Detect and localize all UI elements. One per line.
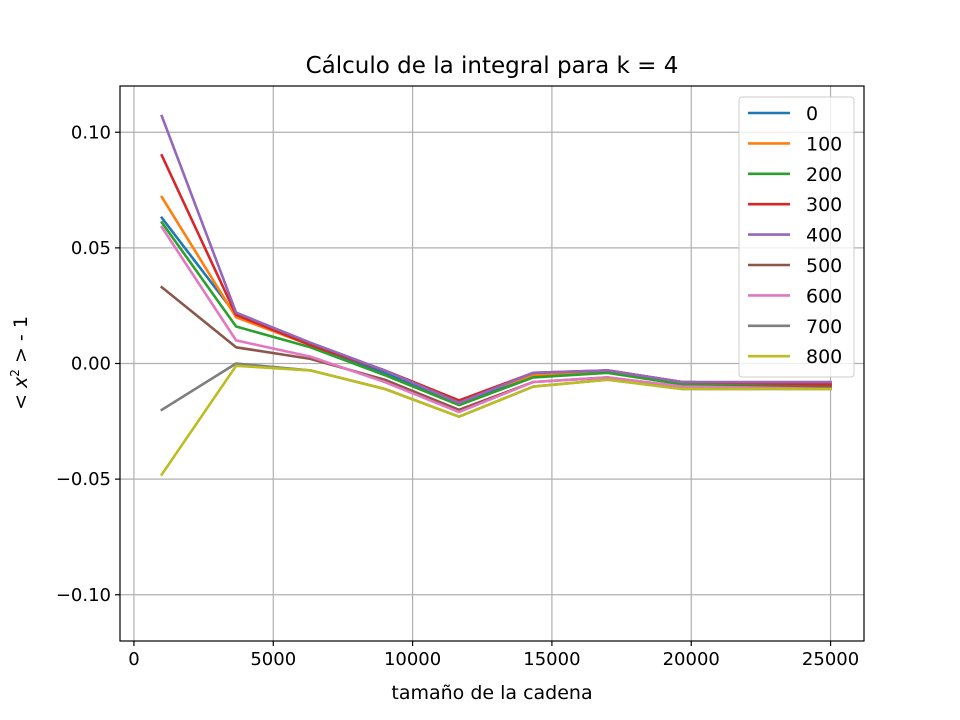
legend-label-100: 100 [806,133,842,155]
legend-label-400: 400 [806,225,842,247]
legend-box [738,96,855,378]
y-tick-label: 0.10 [71,122,111,143]
y-tick-label: 0.05 [71,238,111,259]
legend-label-700: 700 [806,316,842,338]
legend-label-300: 300 [806,194,842,216]
x-axis-ticks: 0 5000 10000 15000 20000 25000 [128,641,859,670]
series-line-200 [159,220,832,407]
x-tick-label: 25000 [802,649,859,670]
chart-title: Cálculo de la integral para k = 4 [306,53,679,79]
x-tick-label: 10000 [384,649,441,670]
legend-label-800: 800 [806,346,842,368]
y-tick-label: −0.05 [56,469,111,490]
series-line-800 [159,364,832,477]
legend-label-500: 500 [806,255,842,277]
y-axis-label-prefix: < [10,388,32,410]
legend-label-600: 600 [806,285,842,307]
x-tick-label: 5000 [250,649,296,670]
x-tick-label: 15000 [523,649,580,670]
legend-label-0: 0 [806,103,818,125]
series-line-400 [160,114,832,405]
series-lines [159,114,832,477]
series-line-600 [160,225,832,414]
x-tick-label: 20000 [663,649,720,670]
y-tick-label: −0.10 [56,585,111,606]
y-axis-label-exponent: 2 [8,369,22,377]
legend: 0 100 200 300 400 500 600 700 800 [738,96,855,378]
y-axis-ticks: −0.10 −0.05 0.00 0.05 0.10 [56,122,120,606]
x-axis-label: tamaño de la cadena [391,682,592,704]
legend-label-200: 200 [806,164,842,186]
y-axis-label-variable: x [10,376,32,389]
y-axis-label-suffix: > - 1 [10,316,32,369]
y-tick-label: 0.00 [71,354,111,375]
y-axis-label: < x2 > - 1 [8,316,32,410]
x-tick-label: 0 [128,649,139,670]
